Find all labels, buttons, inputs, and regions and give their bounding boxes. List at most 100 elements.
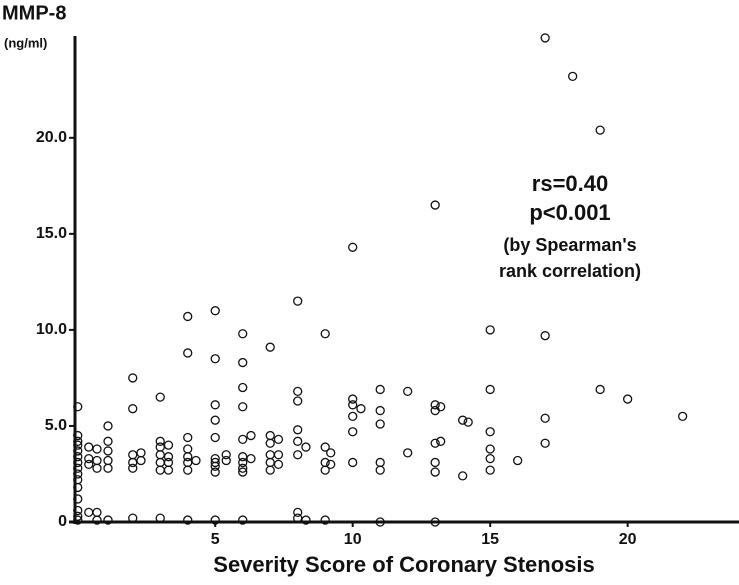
point	[430, 400, 440, 410]
point	[403, 386, 413, 397]
point	[540, 413, 550, 423]
point	[238, 467, 248, 477]
point	[183, 465, 193, 475]
point	[458, 415, 468, 425]
point	[622, 394, 633, 404]
point	[436, 402, 446, 412]
point	[191, 455, 201, 466]
point	[301, 515, 311, 525]
point	[92, 444, 102, 454]
point	[430, 467, 440, 477]
point	[73, 494, 83, 504]
point	[103, 515, 113, 525]
point	[348, 400, 358, 410]
point	[103, 436, 113, 446]
point	[246, 453, 256, 464]
point	[163, 465, 174, 475]
annotation: (by Spearman's	[503, 235, 636, 255]
point	[320, 329, 330, 339]
point	[210, 415, 220, 425]
point	[84, 507, 94, 518]
point	[540, 331, 550, 341]
point	[430, 517, 440, 527]
point	[595, 384, 605, 395]
point	[238, 402, 248, 412]
point	[430, 457, 440, 468]
point	[273, 450, 284, 460]
point	[273, 434, 284, 445]
point	[155, 392, 165, 402]
point	[458, 471, 468, 481]
point	[73, 430, 83, 441]
point	[238, 457, 248, 468]
point	[128, 373, 138, 383]
point	[348, 457, 358, 468]
point	[326, 448, 336, 458]
point	[73, 402, 83, 412]
point	[128, 513, 138, 523]
point	[273, 459, 284, 470]
point	[73, 446, 83, 456]
x-tick-label: 20	[619, 531, 637, 548]
point	[210, 400, 220, 410]
point	[238, 452, 248, 462]
point	[238, 515, 248, 525]
annotation: p<0.001	[529, 200, 610, 225]
point	[73, 469, 83, 479]
point	[73, 436, 83, 446]
point	[356, 404, 366, 414]
point	[128, 457, 138, 468]
point	[430, 405, 440, 416]
point	[183, 348, 193, 358]
point	[293, 425, 303, 435]
y-tick-label: 20.0	[36, 129, 67, 146]
point	[128, 450, 138, 460]
point	[375, 517, 385, 527]
point	[163, 440, 174, 450]
point	[155, 436, 165, 446]
annotation: rank correlation)	[499, 261, 641, 281]
point	[301, 442, 311, 452]
y-axis-unit: (ng/ml)	[4, 35, 47, 50]
point	[163, 457, 174, 468]
point	[128, 463, 138, 473]
y-tick-label: 5.0	[45, 417, 67, 434]
chart-title: MMP-8	[2, 2, 66, 24]
point	[348, 242, 358, 252]
point	[375, 457, 385, 468]
point	[221, 450, 231, 460]
point	[485, 384, 495, 395]
point	[320, 457, 330, 468]
point	[92, 455, 102, 466]
point	[92, 463, 102, 473]
point	[238, 382, 248, 393]
point	[73, 515, 83, 525]
x-tick-label: 5	[211, 531, 220, 548]
point	[436, 436, 446, 446]
point	[73, 452, 83, 462]
point	[103, 446, 113, 456]
point	[348, 411, 358, 421]
point	[463, 417, 473, 427]
point	[320, 465, 330, 475]
point	[430, 200, 440, 210]
y-tick-label: 0	[58, 513, 67, 530]
point	[293, 513, 303, 523]
y-tick-label: 15.0	[36, 225, 67, 242]
point	[210, 354, 220, 364]
point	[183, 432, 193, 443]
point	[84, 453, 94, 464]
point	[485, 453, 495, 464]
point	[265, 450, 275, 460]
point	[238, 434, 248, 445]
point	[221, 455, 231, 466]
point	[128, 404, 138, 414]
point	[320, 442, 330, 452]
point	[403, 448, 413, 458]
annotation: rs=0.40	[532, 171, 608, 196]
point	[210, 306, 220, 316]
point	[155, 450, 165, 460]
point	[210, 457, 220, 468]
point	[375, 419, 385, 429]
